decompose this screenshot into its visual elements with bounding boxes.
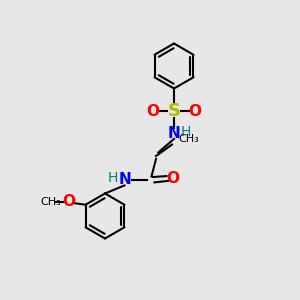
Text: N: N (168, 126, 180, 141)
Text: CH₃: CH₃ (178, 134, 199, 144)
Text: O: O (146, 103, 160, 118)
Text: CH₃: CH₃ (40, 197, 61, 207)
Text: H: H (108, 172, 118, 185)
Text: H: H (180, 125, 190, 139)
Text: O: O (188, 103, 202, 118)
Text: N: N (118, 172, 131, 188)
Text: O: O (166, 171, 179, 186)
Text: O: O (62, 194, 76, 209)
Text: S: S (167, 102, 181, 120)
